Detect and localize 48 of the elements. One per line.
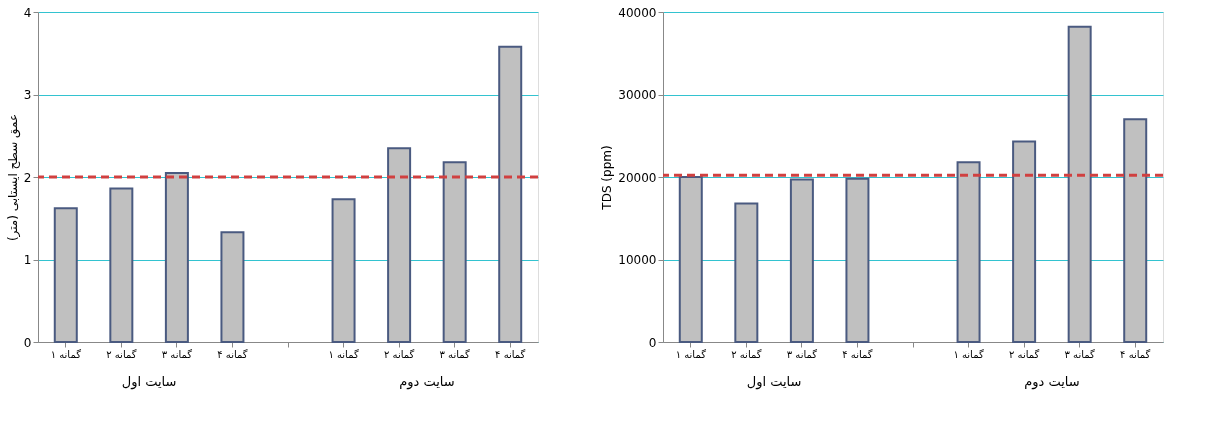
x-tick-label: گمانه ۴ bbox=[495, 348, 526, 360]
y-tick-label: 1 bbox=[23, 253, 32, 267]
bar bbox=[164, 171, 189, 343]
bar bbox=[789, 178, 814, 343]
bar bbox=[845, 177, 870, 343]
bar bbox=[387, 147, 412, 343]
y-tick-label: 40000 bbox=[618, 5, 657, 20]
bar bbox=[956, 161, 981, 343]
bar bbox=[109, 187, 134, 343]
x-tick-label: گمانه ۱ bbox=[675, 348, 707, 360]
y-axis-title: TDS (ppm) bbox=[600, 145, 615, 211]
x-tick-label: گمانه ۴ bbox=[217, 348, 248, 360]
y-tick-label: 0 bbox=[648, 335, 657, 350]
y-tick-label: 3 bbox=[23, 88, 32, 102]
y-axis-title: عمق سطح ایستابی (متر) bbox=[5, 113, 21, 242]
x-tick-label: گمانه ۲ bbox=[106, 348, 137, 360]
bar bbox=[498, 45, 523, 343]
x-tick-label: گمانه ۲ bbox=[383, 348, 415, 360]
text: سایت اول bbox=[121, 374, 177, 390]
x-tick-label: گمانه ۳ bbox=[439, 348, 471, 360]
bar bbox=[442, 161, 467, 343]
x-tick-label: گمانه ۴ bbox=[842, 348, 873, 360]
text: سایت دوم bbox=[399, 374, 455, 390]
bar bbox=[1067, 25, 1092, 343]
x-tick-label: گمانه ۱ bbox=[328, 348, 359, 360]
y-tick-label: 20000 bbox=[618, 170, 657, 185]
x-tick-label: گمانه ۳ bbox=[786, 348, 818, 360]
bar bbox=[734, 202, 759, 343]
y-tick-label: 4 bbox=[23, 5, 32, 20]
text: سایت دوم bbox=[1024, 374, 1080, 390]
y-tick-label: 0 bbox=[23, 335, 32, 350]
x-tick-label: گمانه ۳ bbox=[1064, 348, 1096, 360]
bar bbox=[1123, 118, 1148, 343]
x-tick-label: گمانه ۲ bbox=[1008, 348, 1040, 360]
x-tick-label: گمانه ۱ bbox=[953, 348, 984, 360]
y-tick-label: 2 bbox=[23, 170, 32, 185]
x-tick-label: گمانه ۳ bbox=[161, 348, 193, 360]
y-tick-label: 30000 bbox=[618, 88, 657, 102]
bar bbox=[331, 198, 356, 343]
x-tick-label: گمانه ۱ bbox=[50, 348, 82, 360]
y-tick-label: 10000 bbox=[618, 253, 657, 267]
bar bbox=[220, 231, 245, 343]
text: سایت اول bbox=[746, 374, 802, 390]
x-tick-label: گمانه ۲ bbox=[731, 348, 762, 360]
bar bbox=[1012, 140, 1037, 343]
bar bbox=[678, 176, 703, 343]
bar bbox=[53, 207, 78, 343]
x-tick-label: گمانه ۴ bbox=[1120, 348, 1151, 360]
